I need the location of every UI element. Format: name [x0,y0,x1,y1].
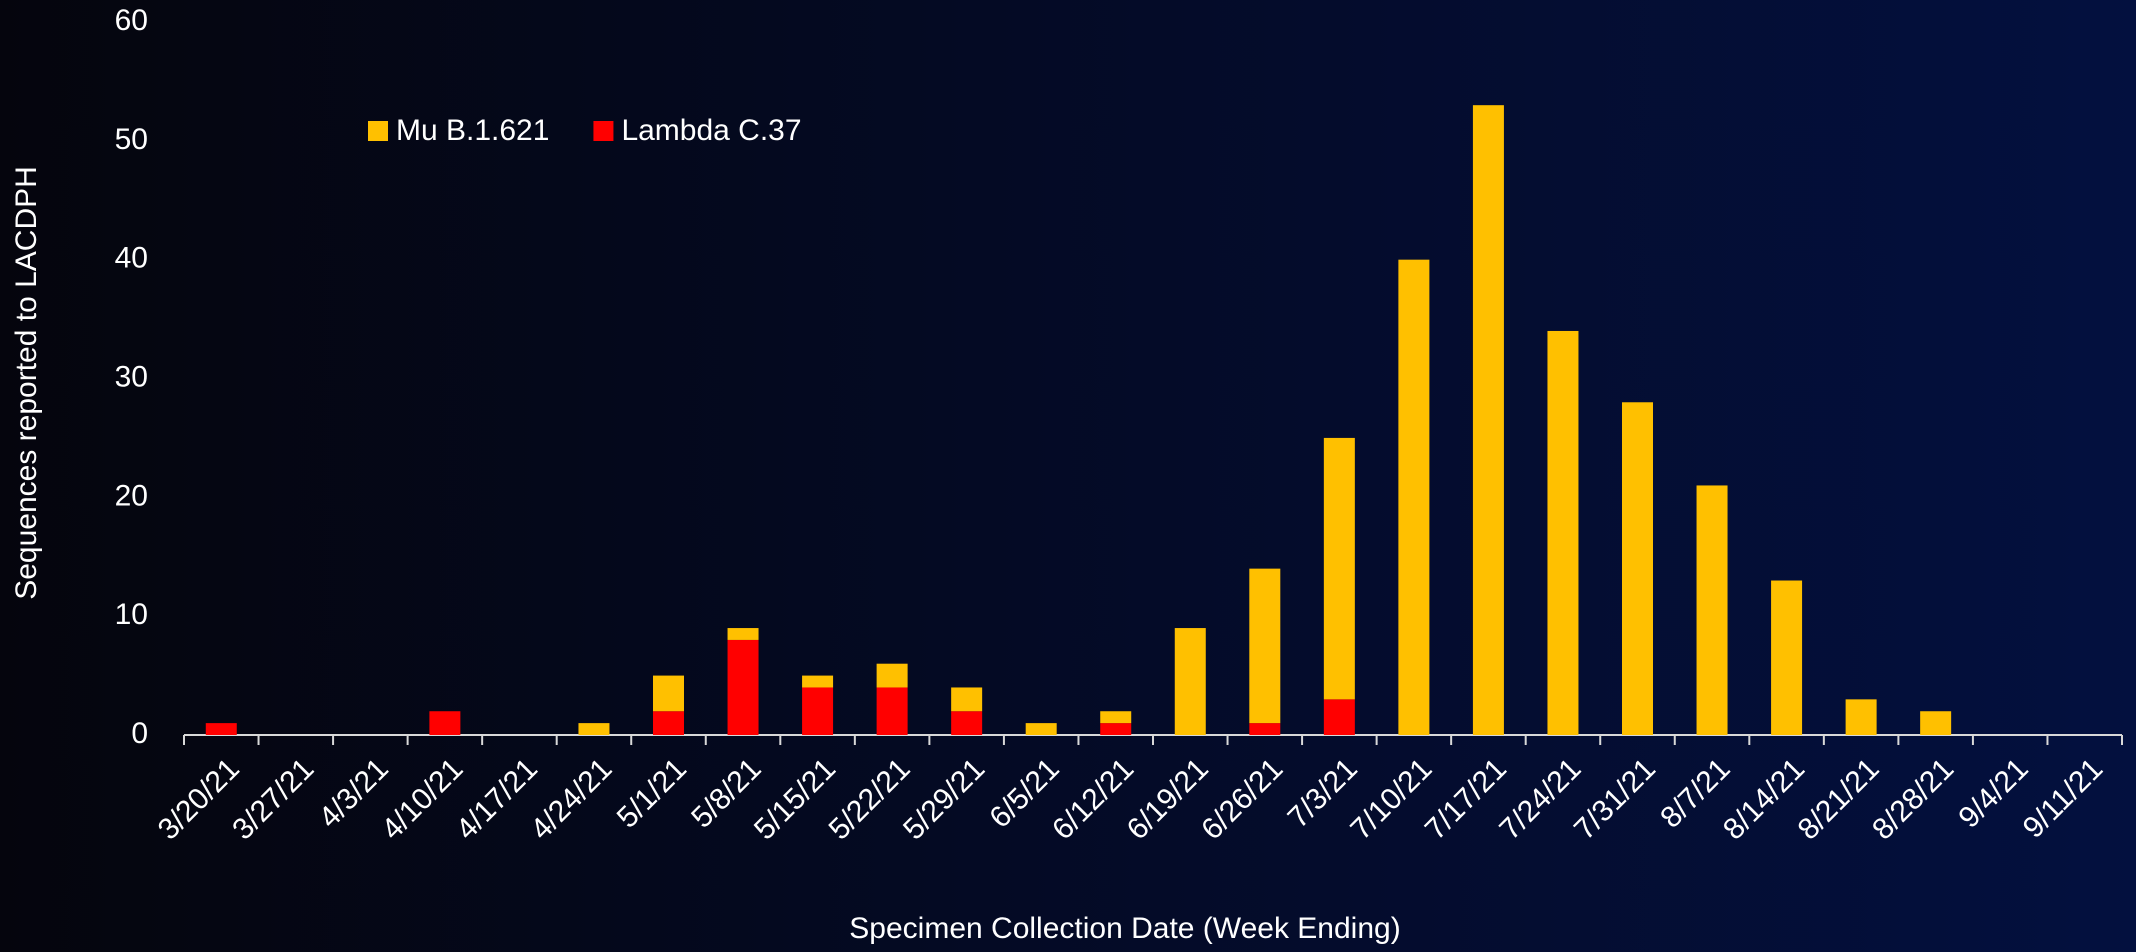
bar [1025,723,1057,735]
bar [1472,105,1504,735]
bar [951,687,983,712]
bar [578,723,610,735]
bar [876,663,908,688]
bar [653,675,684,712]
bar [951,711,983,735]
bar [1323,699,1355,735]
bar [802,675,834,688]
legend-label: Lambda C.37 [621,114,801,147]
bar [1696,485,1728,735]
bar [727,628,759,640]
y-axis-label: Sequences reported to LACDPH [10,166,43,600]
y-tick-label: 10 [115,598,148,631]
bar [1771,580,1803,735]
y-tick-label: 0 [131,717,148,750]
bar [1174,628,1206,735]
bar [876,687,908,735]
y-tick-label: 60 [115,4,148,37]
bar [1249,723,1281,735]
bar [653,711,684,735]
bar [802,687,834,735]
bar [1622,402,1653,735]
legend-swatch [368,121,388,141]
y-tick-label: 20 [115,479,148,512]
bar [1920,711,1952,735]
legend-label: Mu B.1.621 [396,114,549,147]
y-tick-label: 50 [115,123,148,156]
bar [205,723,237,735]
bar [1323,437,1355,700]
y-tick-label: 30 [115,360,148,393]
y-tick-label: 40 [115,242,148,275]
bar [1100,723,1132,735]
bar [1398,259,1430,735]
bar [1100,711,1132,724]
x-axis-label: Specimen Collection Date (Week Ending) [849,912,1400,945]
bar [1249,568,1281,724]
legend-swatch [593,121,614,141]
bar [1547,330,1579,735]
bar [1845,699,1877,735]
bar [429,711,461,735]
bar [727,639,759,735]
